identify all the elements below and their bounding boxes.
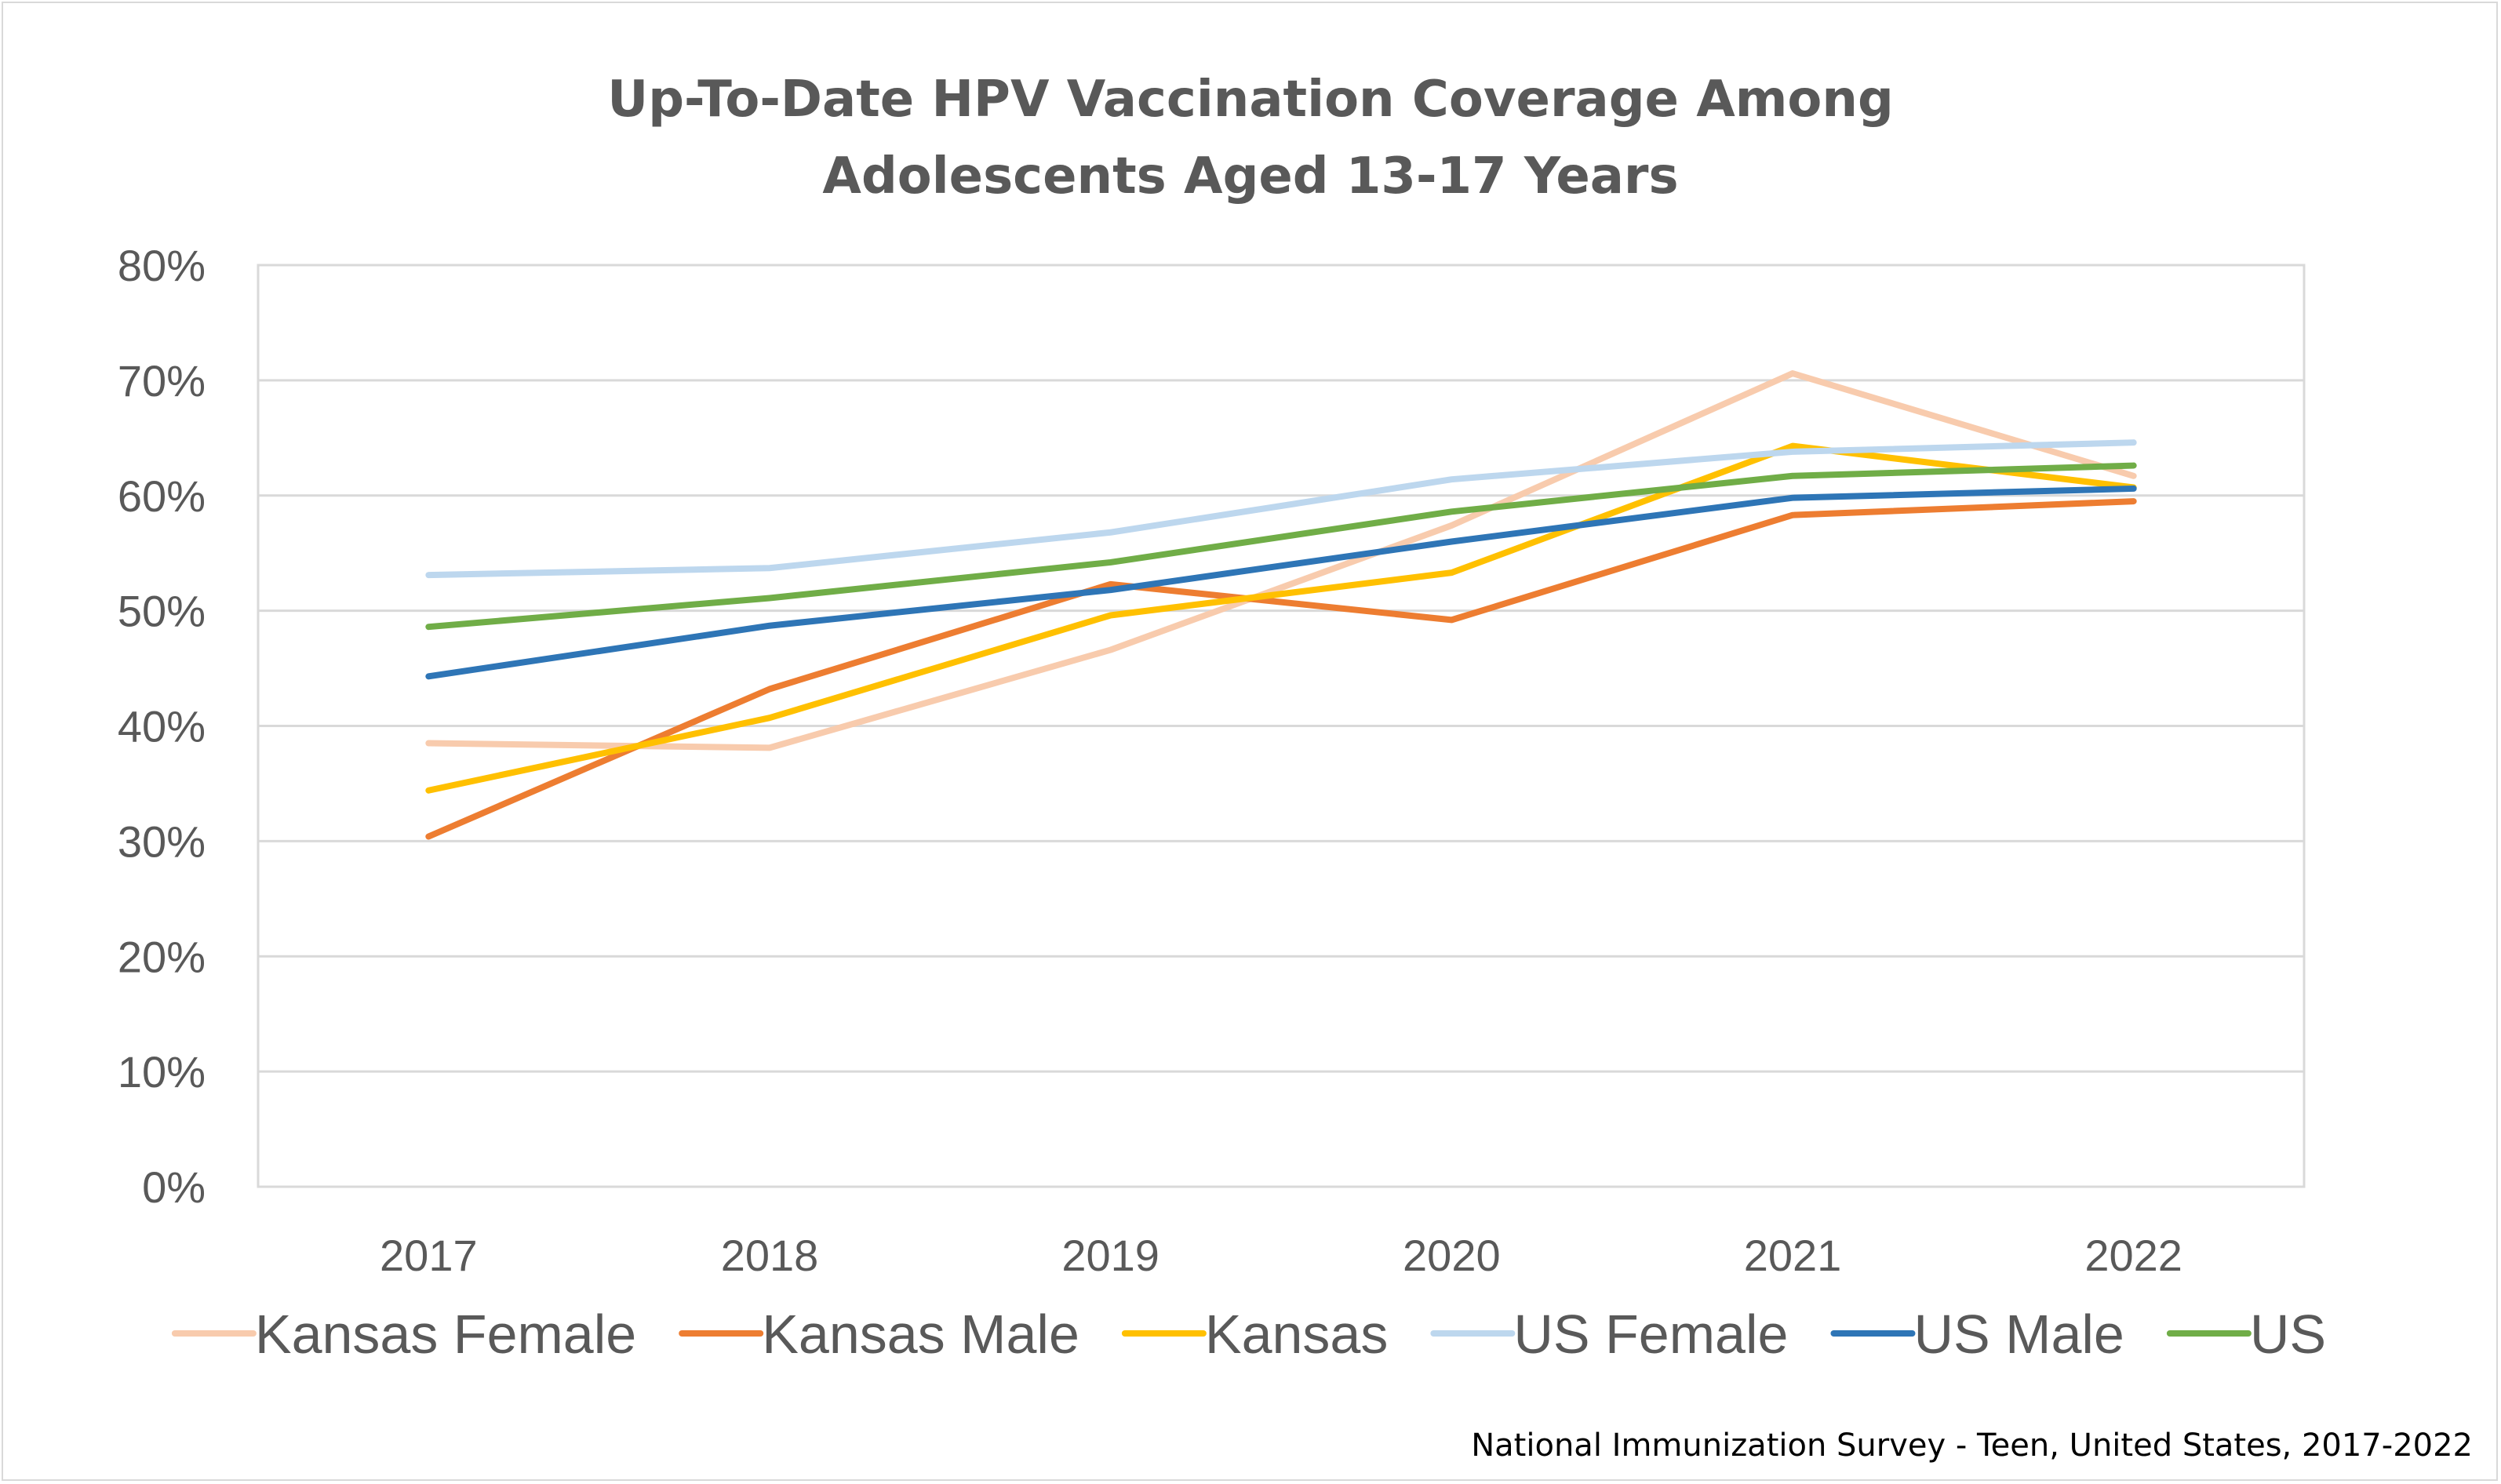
legend-label: Kansas Male: [762, 1304, 1079, 1365]
x-tick-label: 2021: [1744, 1231, 1842, 1280]
series-line-us-male: [425, 485, 2137, 680]
legend-label: Kansas Female: [255, 1304, 636, 1365]
y-tick-label: 40%: [118, 702, 206, 751]
x-tick-label: 2018: [721, 1231, 819, 1280]
y-tick-label: 50%: [118, 587, 206, 636]
series-line-kansas-female: [425, 370, 2137, 751]
y-tick-label: 80%: [118, 241, 206, 290]
legend: Kansas Female Kansas Male Kansas US Female U…: [171, 1304, 2326, 1365]
x-axis-ticks: 2017 2018 2019 2020 2021 2022: [380, 1231, 2182, 1280]
gridlines: [258, 264, 2304, 1188]
legend-label: US Female: [1513, 1304, 1788, 1365]
plot-area-border: [257, 264, 2306, 1188]
y-tick-label: 60%: [118, 471, 206, 521]
y-tick-label: 10%: [118, 1047, 206, 1097]
chart-title-line-2: Adolescents Aged 13-17 Years: [822, 147, 1679, 206]
y-tick-label: 20%: [118, 932, 206, 981]
x-tick-label: 2022: [2084, 1231, 2182, 1280]
chart-title: Up-To-Date HPV Vaccination Coverage Amon…: [0, 61, 2501, 215]
legend-label: Kansas: [1205, 1304, 1388, 1365]
legend-label: US: [2250, 1304, 2326, 1365]
series-line-us: [425, 462, 2137, 631]
y-tick-label: 30%: [118, 817, 206, 866]
source-note: National Immunization Survey - Teen, Uni…: [1471, 1428, 2473, 1464]
legend-label: US Male: [1913, 1304, 2124, 1365]
chart-title-line-1: Up-To-Date HPV Vaccination Coverage Amon…: [607, 71, 1894, 129]
y-tick-label: 70%: [118, 356, 206, 406]
series-lines: [425, 370, 2137, 840]
x-tick-label: 2017: [380, 1231, 478, 1280]
y-tick-label: 0%: [142, 1162, 206, 1212]
series-line-kansas-male: [425, 498, 2137, 840]
y-axis-ticks: 0% 10% 20% 30% 40% 50% 60% 70% 80%: [118, 241, 206, 1212]
x-tick-label: 2020: [1403, 1231, 1501, 1280]
x-tick-label: 2019: [1061, 1231, 1159, 1280]
series-line-us-female: [425, 439, 2137, 579]
